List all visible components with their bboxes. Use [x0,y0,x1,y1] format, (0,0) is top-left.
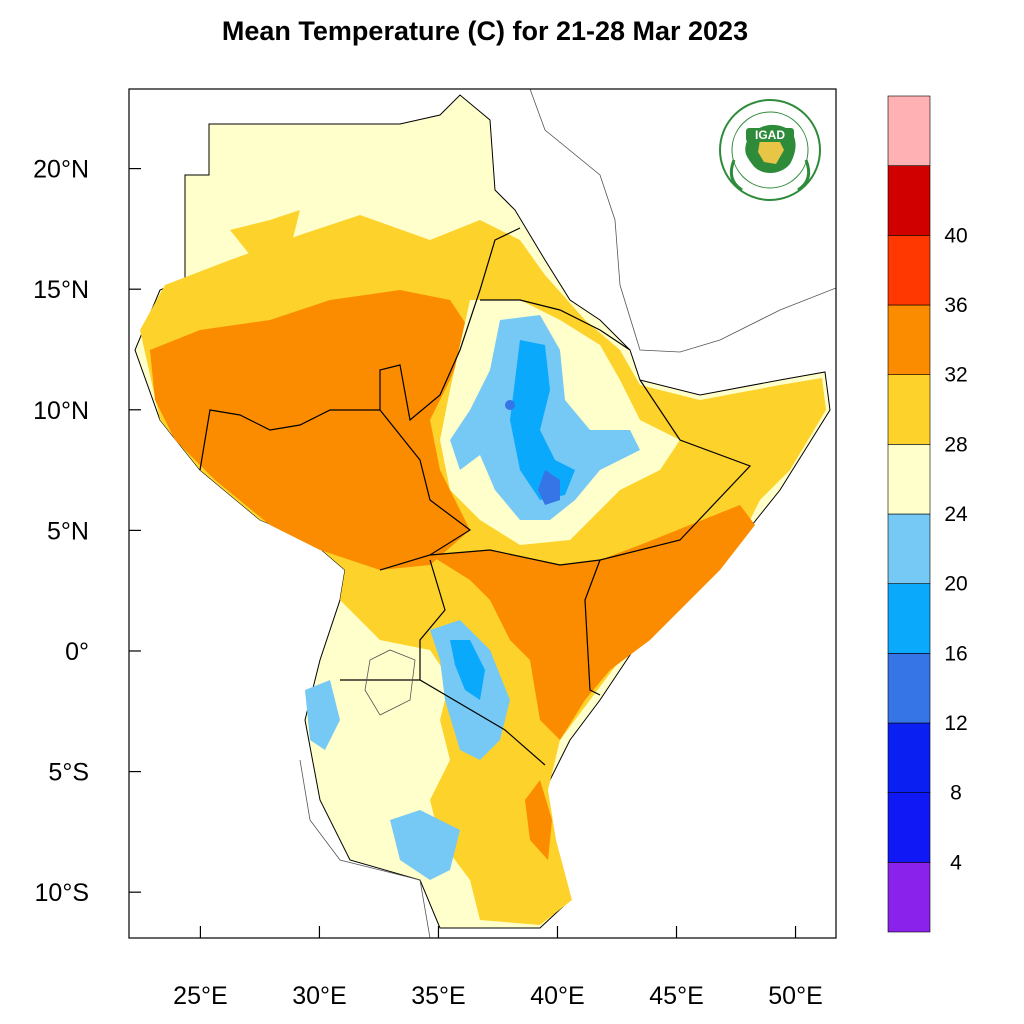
colorbar-label: 32 [944,364,967,387]
x-tick-label: 35°E [411,982,465,1010]
y-tick-label: 0° [65,638,89,666]
colorbar-label: 16 [944,642,967,665]
reference-coastlines [299,89,836,938]
eafrica-highlands-16 [450,640,485,700]
x-tick-label: 25°E [173,982,227,1010]
y-axis: 20°N 15°N 10°N 5°N 0° 5°S 10°S [33,156,141,907]
y-tick-label: 10°N [33,397,89,425]
colorbar-label: 40 [944,224,967,247]
y-tick-label: 10°S [35,879,89,907]
igad-logo: IGAD [719,99,821,201]
x-tick-label: 40°E [530,982,584,1010]
x-axis: 25°E 30°E 35°E 40°E 45°E 50°E [173,926,823,1010]
colorbar-label: 36 [944,294,967,317]
highlands-below-20 [450,315,640,520]
x-tick-label: 50°E [768,982,822,1010]
colorbar-swatch [887,583,931,654]
highlands-12-spot [505,400,515,410]
lake-victoria-region [305,680,340,750]
colorbar: 4 8 12 16 20 24 28 32 36 40 [887,95,968,933]
highlands-12 [538,470,560,505]
colorbar-swatch [887,444,931,515]
highlands-16 [510,340,575,500]
colorbar-label: 12 [944,712,967,735]
tanzania-below-20 [390,810,460,880]
country-borders [199,227,752,766]
colorbar-swatch [887,165,931,236]
colorbar-swatch [887,653,931,724]
y-tick-label: 15°N [33,276,89,304]
x-tick-label: 30°E [292,982,346,1010]
colorbar-swatch [887,235,931,306]
map-title: Mean Temperature (C) for 21-28 Mar 2023 [221,16,749,46]
y-tick-label: 5°S [48,759,89,787]
colorbar-label: 24 [944,503,968,526]
colorbar-swatch [887,374,931,445]
region-28-32-coast [525,780,552,860]
colorbar-swatch [887,513,931,584]
colorbar-label: 8 [950,782,962,805]
colorbar-swatch [887,95,931,166]
x-tick-label: 45°E [649,982,703,1010]
colorbar-swatch [887,722,931,793]
plot-frame [128,88,837,939]
sudan-24-28-island [230,210,300,255]
region-28-32 [150,290,470,570]
region-28-32-south [430,505,755,740]
temperature-field [134,89,836,938]
logo-text: IGAD [755,128,785,142]
colorbar-label: 28 [944,433,967,456]
colorbar-swatch [887,304,931,375]
colorbar-label: 20 [944,573,967,596]
colorbar-label: 4 [950,851,962,874]
y-tick-label: 20°N [33,156,89,184]
colorbar-swatch [887,792,931,863]
y-tick-label: 5°N [47,517,89,545]
colorbar-swatch [887,862,931,933]
